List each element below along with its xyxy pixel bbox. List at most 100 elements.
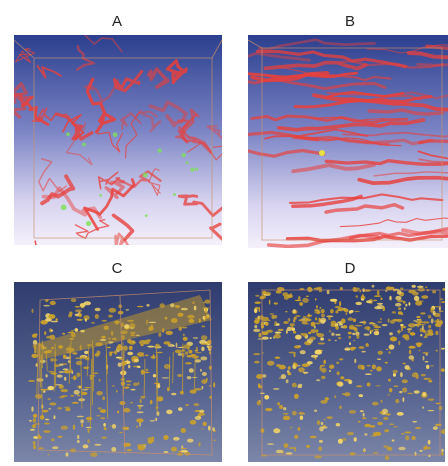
particle [392, 311, 396, 313]
particle [33, 340, 38, 345]
particle [295, 363, 297, 367]
particle [419, 350, 421, 351]
particle [410, 332, 416, 336]
particle [264, 395, 269, 400]
particle [293, 309, 296, 313]
particle [309, 337, 316, 341]
particle [51, 347, 54, 350]
particle [285, 311, 287, 312]
particle [84, 351, 88, 354]
particle [189, 368, 194, 373]
particle [316, 322, 321, 324]
particle [380, 411, 384, 413]
particle [428, 325, 431, 329]
particle [425, 361, 429, 362]
particle [181, 448, 188, 449]
particle [254, 325, 257, 329]
particle [415, 427, 421, 429]
particle [71, 330, 75, 332]
particle [90, 452, 97, 457]
particle [402, 334, 409, 338]
particle [171, 393, 176, 396]
particle [431, 319, 434, 324]
particle [298, 296, 301, 300]
particle [341, 319, 346, 323]
particle [367, 326, 369, 331]
particle [162, 377, 170, 378]
particle [172, 345, 175, 347]
particle [408, 302, 410, 306]
particle [30, 429, 35, 431]
particle [79, 386, 81, 389]
particle [302, 333, 308, 337]
particle [62, 333, 65, 335]
particle [33, 436, 38, 439]
particle [370, 425, 376, 427]
particle [202, 386, 204, 389]
particle [33, 414, 37, 418]
particle [404, 307, 406, 310]
particle [81, 392, 87, 395]
particle [104, 427, 107, 430]
cell [66, 132, 70, 136]
particle [213, 440, 216, 441]
particle [277, 287, 284, 290]
particle [51, 330, 53, 332]
particle [195, 416, 202, 420]
particle [181, 308, 188, 311]
particle [69, 338, 74, 340]
particle [98, 407, 102, 409]
particle [319, 307, 321, 309]
particle [303, 372, 308, 374]
particle [316, 333, 321, 334]
particle [340, 376, 344, 379]
particle [107, 347, 111, 348]
particle [194, 403, 200, 406]
particle [342, 438, 346, 441]
particle [405, 365, 410, 370]
particle [253, 353, 260, 355]
particle [111, 331, 114, 336]
particle [372, 402, 379, 406]
particle [434, 320, 439, 322]
particle [389, 388, 392, 392]
particle [165, 317, 168, 320]
particle [320, 366, 322, 371]
particle [108, 315, 113, 318]
particle [389, 296, 391, 301]
particle [95, 314, 99, 319]
particle [114, 321, 120, 324]
particle [375, 385, 381, 386]
particle [273, 388, 280, 390]
particle [372, 324, 377, 326]
particle [51, 438, 55, 441]
particle [259, 333, 262, 338]
particle [59, 371, 65, 373]
particle [411, 436, 415, 440]
particle [77, 416, 84, 418]
particle [254, 361, 259, 364]
particle [158, 332, 161, 337]
particle [289, 352, 296, 354]
particle [276, 364, 281, 367]
particle [327, 416, 333, 419]
figure: A B C D [0, 0, 448, 466]
particle [111, 447, 116, 452]
particle [83, 444, 89, 448]
particle [118, 363, 122, 367]
particle [288, 318, 291, 322]
particle [190, 390, 197, 394]
particle [366, 343, 368, 345]
particle [346, 312, 348, 315]
particle [328, 339, 331, 341]
particle [440, 298, 443, 300]
particle [190, 420, 197, 425]
particle [336, 362, 339, 365]
particle [136, 426, 138, 428]
particle [431, 333, 434, 335]
particle [87, 439, 89, 443]
particle [320, 318, 326, 323]
panel-label: C [112, 260, 123, 277]
particle [283, 413, 289, 415]
particle [64, 407, 71, 408]
